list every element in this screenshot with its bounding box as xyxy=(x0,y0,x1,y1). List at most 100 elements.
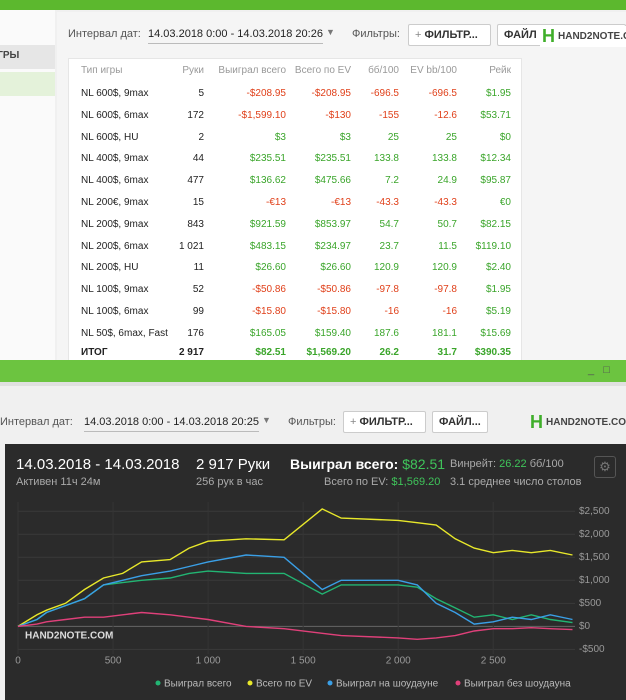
legend-marker xyxy=(455,680,461,686)
table-cell: $235.51 xyxy=(249,153,286,165)
table-cell: 843 xyxy=(187,218,204,230)
table-cell: 1 021 xyxy=(178,240,204,252)
logo-text: HAND2NOTE.COM xyxy=(546,417,626,428)
table-cell: 120.9 xyxy=(431,262,457,274)
filter-button-text: ФИЛЬТР... xyxy=(424,29,478,41)
table-cell: $1.95 xyxy=(485,284,511,296)
column-header: EV bb/100 xyxy=(410,65,457,76)
series-line xyxy=(17,554,573,628)
column-header: Всего по EV xyxy=(294,65,351,76)
table-cell: NL 100$, 6max xyxy=(81,306,149,317)
window-title-bar xyxy=(0,360,626,382)
y-tick-label: $500 xyxy=(579,598,602,609)
filter-button[interactable]: + ФИЛЬТР... xyxy=(343,411,426,433)
column-header: Тип игры xyxy=(81,65,123,76)
table-cell: -43.3 xyxy=(434,197,457,208)
x-tick-label: 2 000 xyxy=(386,656,411,667)
table-cell: 172 xyxy=(187,109,204,121)
table-cell: -97.8 xyxy=(376,284,399,296)
table-cell: $3 xyxy=(339,131,351,143)
table-cell: -$1,599.10 xyxy=(238,109,286,121)
total-cell: 31.7 xyxy=(437,346,457,358)
table-cell: 5 xyxy=(198,88,204,99)
file-button[interactable]: ФАЙЛ... xyxy=(432,411,488,433)
file-button-text: ФАЙЛ... xyxy=(439,416,481,428)
won-total: Выиграл всего: $82.51 xyxy=(290,456,445,472)
table-cell: $53.71 xyxy=(480,109,511,121)
dropdown-arrow[interactable]: ▼ xyxy=(326,27,335,37)
table-cell: NL 100$, 9max xyxy=(81,284,149,296)
table-cell: 133.8 xyxy=(373,153,399,165)
title-bar xyxy=(0,0,626,10)
ev-label: Всего по EV: xyxy=(324,476,389,488)
filters-label: Фильтры: xyxy=(288,416,336,428)
date-range[interactable]: 14.03.2018 0:00 - 14.03.2018 20:25 xyxy=(84,413,259,432)
table-cell: -16 xyxy=(384,306,399,317)
legend-label: Выиграл на шоудауне xyxy=(336,679,439,690)
table-cell: -$15.80 xyxy=(252,306,286,317)
settings-button[interactable]: ⚙ xyxy=(594,456,616,478)
total-cell: 26.2 xyxy=(379,346,399,358)
date-range[interactable]: 14.03.2018 0:00 - 14.03.2018 20:26 xyxy=(148,25,323,44)
active-time: Активен 11ч 24м xyxy=(16,476,101,488)
legend-label: Выиграл всего xyxy=(164,679,232,690)
chart-panel xyxy=(5,444,626,700)
table-cell: $82.15 xyxy=(480,218,511,230)
table-cell: $853.97 xyxy=(314,218,351,230)
watermark: HAND2NOTE.COM xyxy=(25,631,113,642)
y-tick-label: $2,500 xyxy=(579,506,610,517)
legend-marker xyxy=(155,680,161,686)
interval-label: Интервал дат: xyxy=(0,416,73,428)
table-cell: -155 xyxy=(378,109,399,121)
table-cell: $12.34 xyxy=(480,153,511,165)
table-cell: -$15.80 xyxy=(317,306,351,317)
table-cell: $475.66 xyxy=(314,175,351,187)
table-cell: $165.05 xyxy=(249,327,286,339)
logo-text: HAND2NOTE.COM xyxy=(558,31,626,42)
table-cell: -$50.86 xyxy=(317,284,351,296)
table-cell: $921.59 xyxy=(249,218,286,230)
table-cell: $3 xyxy=(274,131,286,143)
filter-button[interactable]: + ФИЛЬТР... xyxy=(408,24,491,46)
table-cell: 120.9 xyxy=(373,262,399,274)
series-line xyxy=(17,611,573,641)
table-cell: 15 xyxy=(192,197,204,208)
window-controls[interactable]: _ □ xyxy=(588,364,610,376)
table-cell: $119.10 xyxy=(475,240,511,252)
table-cell: 99 xyxy=(192,306,204,317)
table-cell: NL 50$, 6max, Fast xyxy=(81,327,168,339)
table-cell: -97.8 xyxy=(434,284,457,296)
table-cell: -696.5 xyxy=(428,88,457,99)
y-tick-label: $1,000 xyxy=(579,575,610,586)
dropdown-arrow[interactable]: ▼ xyxy=(262,415,271,425)
period: 14.03.2018 - 14.03.2018 xyxy=(16,456,180,473)
filter-button-text: ФИЛЬТР... xyxy=(359,416,413,428)
table-cell: 52 xyxy=(192,284,204,296)
column-header: Руки xyxy=(182,65,204,76)
winrate-label: Винрейт: xyxy=(450,458,497,470)
y-tick-label: $2,000 xyxy=(579,529,610,540)
hands: 2 917 Руки xyxy=(196,456,271,473)
table-cell: -43.3 xyxy=(376,197,399,208)
table-cell: -$208.95 xyxy=(246,88,286,99)
column-header: бб/100 xyxy=(368,65,399,76)
ev-value: $1,569.20 xyxy=(391,476,441,488)
file-button-text: ФАЙЛ xyxy=(504,29,537,41)
table-cell: 187.6 xyxy=(373,327,399,339)
table-cell: 7.2 xyxy=(385,175,399,187)
total-cell: $1,569.20 xyxy=(306,346,352,358)
sidebar: ИГРЫ xyxy=(0,10,55,360)
table-cell: $0 xyxy=(499,131,511,143)
table-cell: NL 200$, 9max xyxy=(81,218,149,230)
table-cell: -$130 xyxy=(325,109,351,121)
table-cell: NL 400$, 9max xyxy=(81,153,149,165)
y-tick-label: $0 xyxy=(579,621,591,632)
x-tick-label: 2 500 xyxy=(481,656,506,667)
table-cell: 2 xyxy=(198,131,204,143)
total-cell: ИТОГ xyxy=(81,346,108,358)
column-header: Рейк xyxy=(489,65,511,76)
table-cell: $2.40 xyxy=(485,262,511,274)
